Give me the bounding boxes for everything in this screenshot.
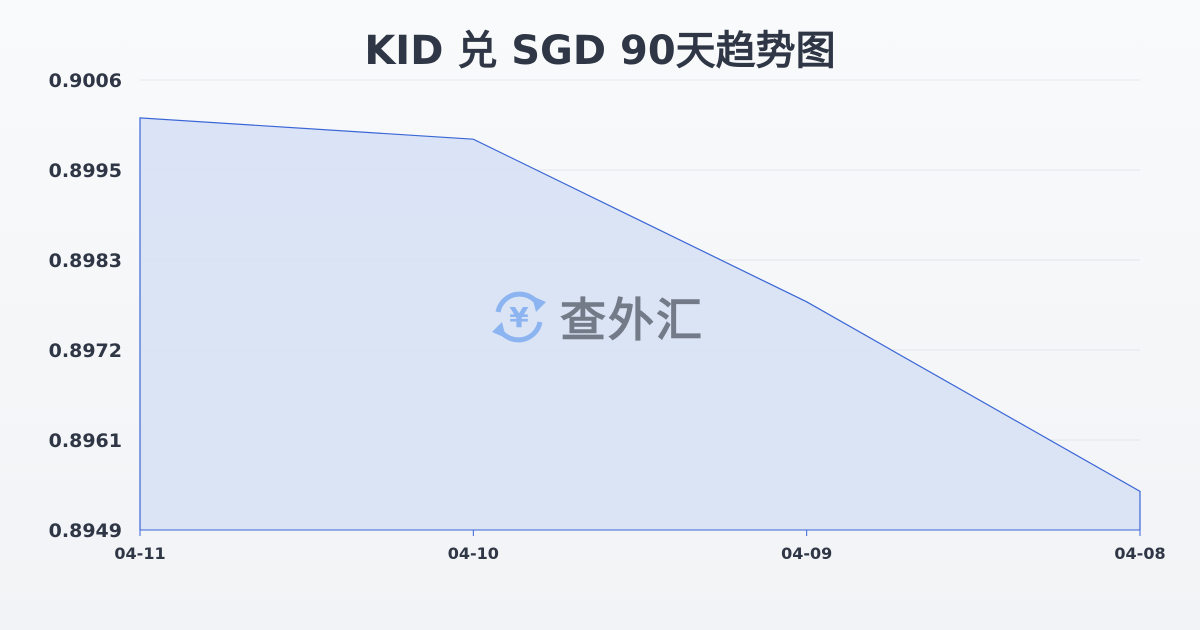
series-line [139, 117, 1141, 530]
svg-text:¥: ¥ [509, 301, 529, 334]
y-tick-label: 0.8961 [49, 430, 122, 452]
area-fill [140, 117, 1140, 530]
x-tick-label: 04-10 [448, 544, 499, 563]
watermark: ¥ 查外汇 [488, 284, 704, 350]
chart-title: KID 兑 SGD 90天趋势图 [364, 28, 836, 74]
y-tick-label: 0.8983 [49, 250, 122, 272]
y-tick-label: 0.8995 [49, 160, 122, 182]
y-tick-label: 0.8972 [49, 340, 122, 362]
x-tick-label: 04-11 [114, 544, 165, 563]
y-tick-label: 0.9006 [49, 70, 122, 92]
watermark-text: 查外汇 [560, 293, 704, 347]
yen-exchange-icon: ¥ [492, 291, 546, 343]
x-tick-label: 04-09 [781, 544, 832, 563]
y-tick-label: 0.8949 [49, 520, 122, 542]
x-tick-label: 04-08 [1114, 544, 1165, 563]
